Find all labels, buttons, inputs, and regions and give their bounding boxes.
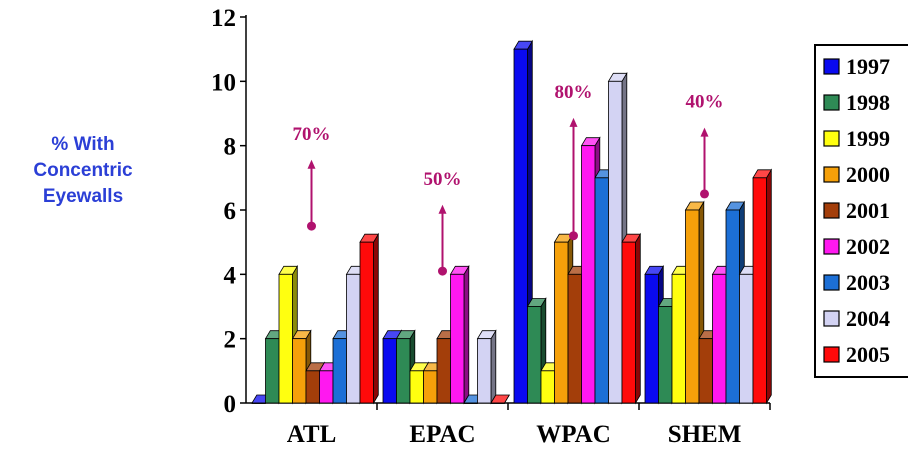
bar: [490, 394, 511, 404]
side-label-line-2: Concentric: [33, 160, 133, 181]
bar-front: [423, 370, 438, 404]
x-tick-label: SHEM: [668, 421, 742, 447]
bar-front: [319, 370, 334, 404]
bar-front: [725, 209, 740, 404]
legend-label: 1998: [846, 90, 890, 115]
bar: [621, 232, 642, 405]
x-tick-label: EPAC: [409, 421, 475, 447]
y-tick-label: 6: [224, 198, 237, 225]
legend-label: 1999: [846, 126, 890, 151]
legend-swatch: [823, 202, 840, 219]
bar-front: [581, 145, 596, 404]
bar-front: [685, 209, 700, 404]
bar-side: [766, 168, 772, 405]
bar-front: [278, 273, 293, 404]
x-tick-label: WPAC: [536, 421, 611, 447]
legend-label: 2001: [846, 198, 890, 223]
bar: [476, 329, 497, 405]
bar-front: [409, 370, 424, 404]
bar-front: [752, 177, 767, 404]
y-tick-label: 10: [211, 69, 236, 96]
bar: [752, 168, 773, 405]
legend-swatch: [823, 166, 840, 183]
legend-label: 2004: [846, 306, 890, 331]
legend-swatch: [823, 130, 840, 147]
bar-front: [712, 273, 727, 404]
annotation-arrow-head: [569, 117, 578, 127]
y-tick-label: 4: [224, 262, 237, 289]
y-tick-label: 2: [224, 327, 237, 354]
bar-front: [463, 402, 478, 404]
bar-front: [608, 80, 623, 404]
bar-front: [382, 338, 397, 404]
legend-swatch: [823, 94, 840, 111]
y-tick-label: 0: [224, 391, 237, 418]
y-tick-label: 8: [224, 134, 237, 161]
legend-swatch: [823, 274, 840, 291]
bar-front: [739, 273, 754, 404]
legend-label: 2002: [846, 234, 890, 259]
bar-front: [346, 273, 361, 404]
side-label: % With Concentric Eyewalls: [18, 132, 148, 210]
bar-front: [513, 48, 528, 404]
bar-front: [292, 338, 307, 404]
side-label-line-3: Eyewalls: [42, 186, 124, 207]
x-tick-label: ATL: [287, 421, 337, 447]
bar-front: [490, 402, 505, 404]
side-label-line-1: % With: [51, 134, 115, 155]
bar-front: [540, 370, 555, 404]
legend-swatch: [823, 346, 840, 363]
legend-label: 2003: [846, 270, 890, 295]
legend-label: 2005: [846, 342, 890, 367]
bar-side: [463, 264, 470, 405]
bar-side: [373, 232, 379, 405]
annotation-arrow-head: [438, 204, 447, 214]
bar-front: [554, 241, 569, 404]
bar-side: [635, 232, 641, 405]
bar-front: [332, 338, 347, 404]
bar-front: [305, 370, 320, 404]
bar-front: [265, 338, 280, 404]
y-tick-label: 12: [211, 5, 236, 32]
bar-front: [698, 338, 713, 404]
bar-front: [396, 338, 411, 404]
legend-label: 2000: [846, 162, 890, 187]
annotation-dot: [569, 231, 578, 241]
bar: [449, 264, 470, 405]
annotation-label: 40%: [686, 92, 724, 113]
annotation-dot: [307, 221, 316, 231]
bar-front: [477, 338, 492, 404]
bar-front: [251, 402, 266, 404]
bar: [359, 232, 380, 405]
bar-front: [567, 273, 582, 404]
bar-side: [490, 329, 497, 405]
bar-front: [527, 306, 542, 404]
annotation-dot: [700, 189, 709, 199]
bar-front: [658, 306, 673, 404]
bar-front: [644, 273, 659, 404]
bar-front: [594, 177, 609, 404]
bar-front: [450, 273, 465, 404]
annotation-label: 50%: [424, 169, 462, 190]
bar-front: [621, 241, 636, 404]
bar-front: [671, 273, 686, 404]
annotation-label: 70%: [293, 124, 331, 145]
legend-swatch: [823, 58, 840, 75]
bar-front: [359, 241, 374, 404]
annotation-arrow-head: [307, 159, 316, 169]
legend-swatch: [823, 310, 840, 327]
annotation-arrow-head: [700, 127, 709, 137]
annotation-label: 80%: [555, 82, 593, 103]
legend-swatch: [823, 238, 840, 255]
bar-front: [436, 338, 451, 404]
annotation-dot: [438, 266, 447, 276]
legend-label: 1997: [846, 54, 890, 79]
